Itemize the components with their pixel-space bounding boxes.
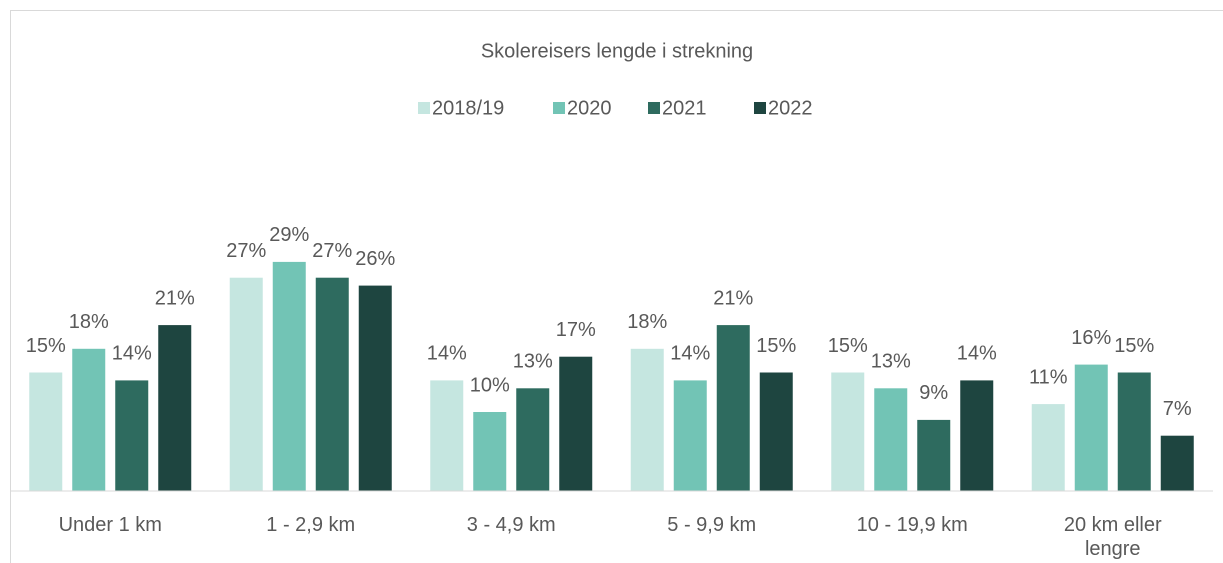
bar	[1117, 372, 1151, 491]
bar	[358, 285, 392, 491]
bar	[516, 388, 550, 491]
bar	[473, 412, 507, 491]
data-label: 21%	[713, 287, 753, 309]
bar	[229, 277, 263, 491]
bar	[874, 388, 908, 491]
bar	[1074, 364, 1108, 491]
data-label: 14%	[670, 343, 710, 365]
bar	[72, 348, 106, 491]
data-label: 21%	[155, 287, 195, 309]
data-label: 11%	[1029, 366, 1068, 388]
legend-swatch	[418, 102, 430, 114]
bar	[831, 372, 865, 491]
legend-swatch	[754, 102, 766, 114]
bar	[559, 356, 593, 491]
bar	[315, 277, 349, 491]
x-tick-label: 1 - 2,9 km	[266, 514, 356, 536]
legend-swatch	[553, 102, 565, 114]
data-label: 14%	[957, 343, 997, 365]
legend-label: 2021	[662, 97, 707, 119]
data-label: 26%	[355, 248, 395, 270]
bar	[673, 380, 707, 491]
data-label: 16%	[1071, 327, 1111, 349]
data-label: 14%	[427, 343, 467, 365]
x-tick-label: 5 - 9,9 km	[667, 514, 757, 536]
data-label: 15%	[1114, 335, 1154, 357]
data-label: 27%	[226, 240, 266, 262]
data-label: 10%	[470, 374, 510, 396]
chart-title: Skolereisers lengde i strekning	[481, 40, 753, 62]
bar	[630, 348, 664, 491]
data-label: 18%	[69, 311, 109, 333]
data-label: 13%	[513, 351, 553, 373]
legend-swatch	[648, 102, 660, 114]
data-label: 15%	[828, 335, 868, 357]
data-label: 15%	[756, 335, 796, 357]
data-label: 18%	[627, 311, 667, 333]
data-label: 7%	[1163, 398, 1192, 420]
data-label: 17%	[556, 319, 596, 341]
legend-label: 2020	[567, 97, 612, 119]
x-tick-label: 20 km eller lengre	[1063, 514, 1162, 560]
x-tick-label: 3 - 4,9 km	[466, 514, 556, 536]
data-label: 29%	[269, 224, 309, 246]
chart-frame	[10, 10, 1223, 563]
bar	[430, 380, 464, 491]
bar	[1031, 404, 1065, 491]
data-label: 15%	[26, 335, 66, 357]
legend-label: 2018/19	[432, 97, 504, 119]
data-label: 9%	[919, 382, 948, 404]
bar	[960, 380, 994, 491]
legend-label: 2022	[768, 97, 813, 119]
bar	[272, 261, 306, 491]
data-label: 14%	[112, 343, 152, 365]
data-label: 13%	[871, 351, 911, 373]
data-label: 27%	[312, 240, 352, 262]
bar	[917, 419, 951, 491]
x-tick-label: Under 1 km	[58, 514, 162, 536]
bar	[759, 372, 793, 491]
bar	[716, 325, 750, 491]
bar	[158, 325, 192, 491]
bar	[29, 372, 63, 491]
bar	[1160, 435, 1194, 491]
bar	[115, 380, 149, 491]
x-tick-label: 10 - 19,9 km	[856, 514, 968, 536]
